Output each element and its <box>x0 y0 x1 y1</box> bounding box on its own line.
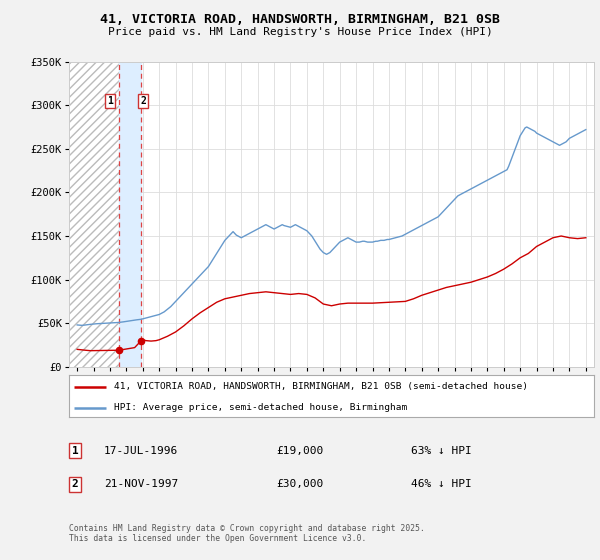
Text: £30,000: £30,000 <box>277 479 323 489</box>
Text: 1: 1 <box>107 96 113 106</box>
Text: HPI: Average price, semi-detached house, Birmingham: HPI: Average price, semi-detached house,… <box>113 403 407 413</box>
Text: 41, VICTORIA ROAD, HANDSWORTH, BIRMINGHAM, B21 0SB (semi-detached house): 41, VICTORIA ROAD, HANDSWORTH, BIRMINGHA… <box>113 382 527 391</box>
Text: 21-NOV-1997: 21-NOV-1997 <box>104 479 178 489</box>
Text: 2: 2 <box>140 96 146 106</box>
Bar <box>119 62 141 367</box>
Text: 46% ↓ HPI: 46% ↓ HPI <box>410 479 472 489</box>
Bar <box>69 62 119 367</box>
Bar <box>69 62 119 367</box>
Text: £19,000: £19,000 <box>277 446 323 456</box>
Text: 1: 1 <box>71 446 79 456</box>
Text: Price paid vs. HM Land Registry's House Price Index (HPI): Price paid vs. HM Land Registry's House … <box>107 27 493 38</box>
Text: Contains HM Land Registry data © Crown copyright and database right 2025.
This d: Contains HM Land Registry data © Crown c… <box>69 524 425 543</box>
Text: 63% ↓ HPI: 63% ↓ HPI <box>410 446 472 456</box>
Text: 2: 2 <box>71 479 79 489</box>
Text: 41, VICTORIA ROAD, HANDSWORTH, BIRMINGHAM, B21 0SB: 41, VICTORIA ROAD, HANDSWORTH, BIRMINGHA… <box>100 13 500 26</box>
Text: 17-JUL-1996: 17-JUL-1996 <box>104 446 178 456</box>
